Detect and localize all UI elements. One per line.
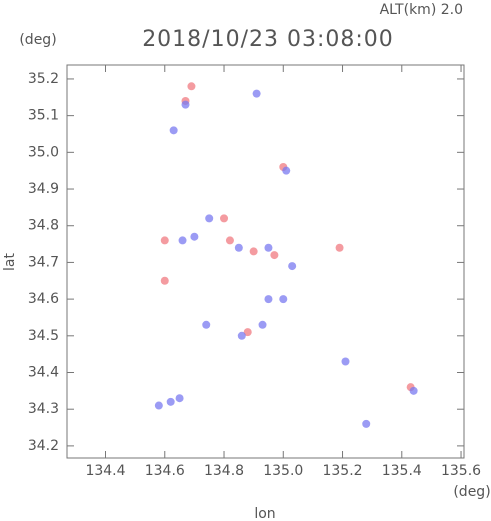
x-unit: (deg) xyxy=(453,484,490,500)
echo-point xyxy=(175,394,184,403)
y-tick-label: 35.1 xyxy=(28,108,59,124)
y-tick-label: 34.7 xyxy=(28,254,59,270)
y-axis-label: lat xyxy=(2,253,18,271)
echo-point xyxy=(243,328,252,337)
chart-title: 2018/10/23 03:08:00 xyxy=(142,27,394,52)
y-tick-label: 34.9 xyxy=(28,181,59,197)
y-tick-label: 34.2 xyxy=(28,438,59,454)
echo-point xyxy=(160,236,169,245)
echo-point xyxy=(237,331,246,340)
echo-point xyxy=(279,295,288,304)
x-axis-label: lon xyxy=(254,506,275,521)
echo-point xyxy=(169,126,178,135)
echo-point xyxy=(264,295,273,304)
echo-point xyxy=(220,214,229,223)
echo-point xyxy=(190,232,199,241)
echo-point xyxy=(187,82,196,91)
echo-point xyxy=(249,247,258,256)
x-tick-label: 135.2 xyxy=(322,463,362,479)
echo-point xyxy=(202,320,211,329)
echo-point xyxy=(252,89,261,98)
x-tick-label: 135.0 xyxy=(263,463,303,479)
echo-point xyxy=(160,276,169,285)
echo-point xyxy=(341,357,350,366)
echo-point xyxy=(270,251,279,260)
y-unit: (deg) xyxy=(19,32,56,48)
echo-point xyxy=(282,166,291,175)
echo-point xyxy=(154,401,163,410)
x-tick-label: 135.4 xyxy=(382,463,422,479)
plot-frame xyxy=(66,64,465,459)
y-tick-label: 34.5 xyxy=(28,328,59,344)
y-tick-label: 34.6 xyxy=(28,291,59,307)
echo-point xyxy=(225,236,234,245)
echo-point xyxy=(288,262,297,271)
echo-point xyxy=(335,243,344,252)
y-tick-label: 35.0 xyxy=(28,144,59,160)
x-tick-label: 134.4 xyxy=(85,463,125,479)
echo-point xyxy=(409,386,418,395)
echo-point xyxy=(234,243,243,252)
echo-point xyxy=(166,397,175,406)
x-tick-label: 135.6 xyxy=(441,463,481,479)
echo-point xyxy=(178,236,187,245)
y-tick-label: 34.4 xyxy=(28,365,59,381)
y-tick-label: 34.3 xyxy=(28,401,59,417)
y-tick-label: 35.2 xyxy=(28,71,59,87)
x-tick-label: 134.6 xyxy=(145,463,185,479)
echo-point xyxy=(362,419,371,428)
echo-point xyxy=(258,320,267,329)
x-tick-label: 134.8 xyxy=(204,463,244,479)
echo-point xyxy=(205,214,214,223)
y-tick-label: 34.8 xyxy=(28,218,59,234)
subtitle: ALT(km) 2.0 xyxy=(380,2,463,18)
echo-point xyxy=(264,243,273,252)
echo-point xyxy=(181,100,190,109)
